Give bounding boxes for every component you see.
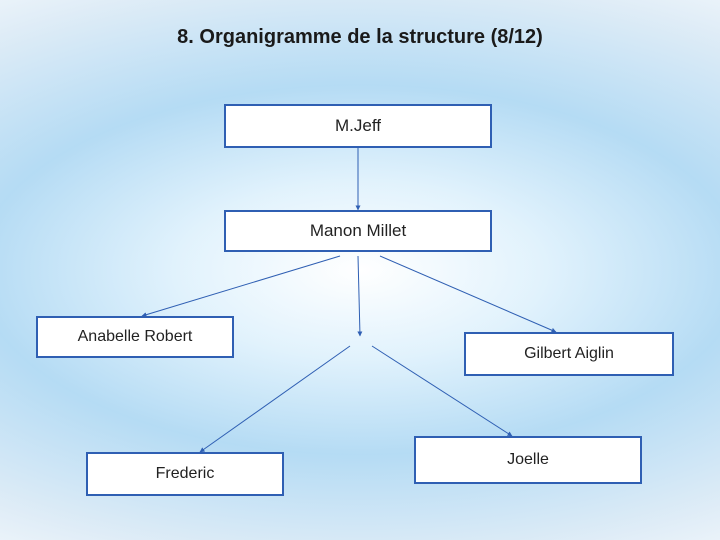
edges xyxy=(142,148,556,452)
node-label: Anabelle Robert xyxy=(78,327,193,346)
org-node-jeff: M.Jeff xyxy=(224,104,492,148)
node-label: Joelle xyxy=(507,450,549,469)
node-label: Gilbert Aiglin xyxy=(524,344,614,363)
node-label: Manon Millet xyxy=(310,221,406,241)
slide-title: 8. Organigramme de la structure (8/12) xyxy=(0,26,720,49)
node-label: Frederic xyxy=(156,464,215,483)
connector-mid_center_l-frederic_top xyxy=(200,346,350,452)
org-node-frederic: Frederic xyxy=(86,452,284,496)
connector-manon_bottom_c-mid_center xyxy=(358,256,360,336)
org-node-anabelle: Anabelle Robert xyxy=(36,316,234,358)
node-label: M.Jeff xyxy=(335,116,381,136)
connector-manon_bottom_l-anabelle_top xyxy=(142,256,340,316)
connector-manon_bottom_r-gilbert_top xyxy=(380,256,556,332)
slide-canvas: 8. Organigramme de la structure (8/12) M… xyxy=(0,0,720,540)
org-node-manon: Manon Millet xyxy=(224,210,492,252)
org-node-gilbert: Gilbert Aiglin xyxy=(464,332,674,376)
org-node-joelle: Joelle xyxy=(414,436,642,484)
